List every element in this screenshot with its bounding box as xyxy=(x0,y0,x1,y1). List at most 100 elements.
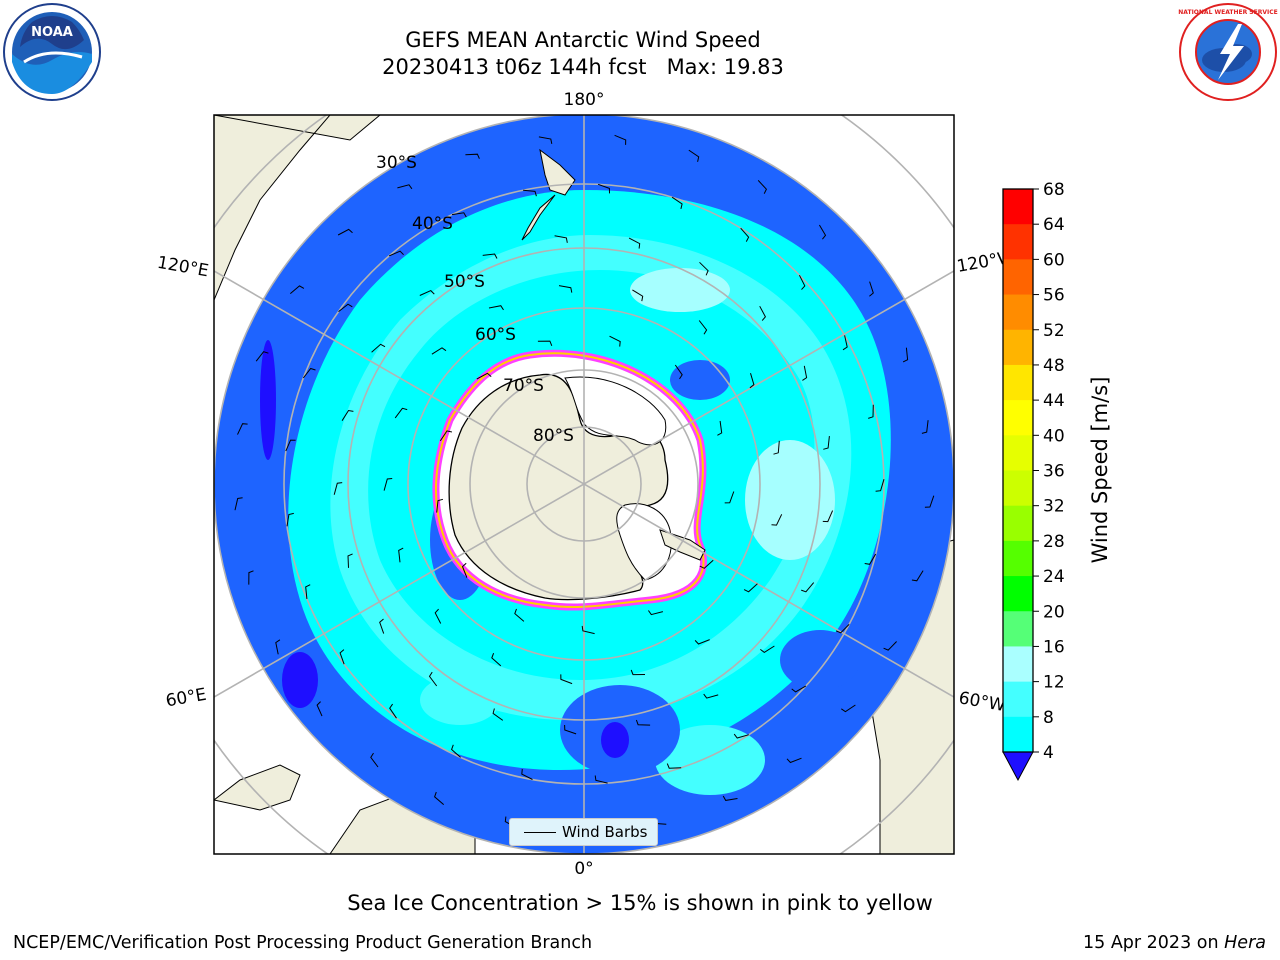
colorbar-cell xyxy=(1003,294,1033,331)
lon-label-180: 180° xyxy=(564,90,605,110)
colorbar-tick-label: 60 xyxy=(1043,250,1065,270)
wind-barb xyxy=(428,671,438,687)
wind-barb xyxy=(285,439,296,452)
wind-barb xyxy=(694,639,710,645)
wind-barb xyxy=(275,639,281,655)
wind-barb xyxy=(389,703,397,719)
wind-barb xyxy=(699,559,714,569)
map-legend: Wind Barbs xyxy=(509,818,658,846)
wind-barb xyxy=(379,618,385,634)
wind-barb xyxy=(883,641,897,651)
wind-barb xyxy=(248,570,254,585)
nws-logo: NATIONAL WEATHER SERVICE xyxy=(1178,2,1278,102)
colorbar-cell xyxy=(1003,259,1033,296)
wind-barb xyxy=(581,625,595,635)
sea-ice-caption: Sea Ice Concentration > 15% is shown in … xyxy=(347,891,933,915)
wind-barb xyxy=(717,420,723,436)
wind-barb xyxy=(822,510,834,523)
lon-label-0: 0° xyxy=(574,859,593,879)
wind-barb xyxy=(771,514,783,526)
chart-title-line2: 20230413 t06z 144h fcst Max: 19.83 xyxy=(382,55,784,79)
lat-label-30s: 30°S xyxy=(376,153,417,173)
wind-barb xyxy=(724,491,735,504)
svg-text:NATIONAL WEATHER SERVICE: NATIONAL WEATHER SERVICE xyxy=(1178,9,1277,16)
colorbar-tick-label: 28 xyxy=(1043,532,1065,552)
chart-title-line1: GEFS MEAN Antarctic Wind Speed xyxy=(405,28,761,52)
wind-barb-legend-line xyxy=(524,832,556,834)
wind-barb xyxy=(921,420,929,434)
wind-barb xyxy=(434,608,442,624)
wind-barb xyxy=(394,407,408,419)
wind-barb xyxy=(864,553,877,565)
wind-barb xyxy=(757,180,768,194)
wind-barb xyxy=(538,136,553,144)
wind-barb xyxy=(370,752,379,768)
wind-barb xyxy=(333,482,343,495)
wind-barb xyxy=(786,757,802,764)
wind-barb xyxy=(286,512,294,527)
wind-barb xyxy=(842,335,848,351)
colorbar-cell xyxy=(1003,540,1033,577)
colorbar-cell xyxy=(1003,470,1033,507)
wind-barb xyxy=(347,553,353,568)
wind-barb xyxy=(743,583,758,593)
wind-barb xyxy=(630,669,646,676)
wind-barb xyxy=(465,153,480,159)
wind-barb xyxy=(875,479,885,492)
wind-barb xyxy=(476,372,492,380)
wind-barb xyxy=(671,196,683,210)
wind-barb xyxy=(436,498,444,513)
wind-barb xyxy=(674,364,683,380)
wind-barb xyxy=(869,281,874,297)
wind-barb xyxy=(339,649,345,665)
wind-barb xyxy=(338,303,353,312)
wind-barb xyxy=(488,305,504,311)
wind-barb xyxy=(289,285,305,294)
australia-land xyxy=(214,115,381,301)
wind-barb xyxy=(740,227,750,242)
wind-barb xyxy=(911,570,924,582)
colorbar-tick-label: 8 xyxy=(1043,708,1054,728)
colorbar-cell xyxy=(1003,329,1033,366)
wind-barb xyxy=(316,701,323,717)
colorbar-cell xyxy=(1003,646,1033,683)
wind-barb xyxy=(749,373,755,389)
wind-barb xyxy=(554,235,568,243)
wind-barb xyxy=(398,547,404,563)
wind-barb xyxy=(337,228,353,236)
colorbar-tick-label: 68 xyxy=(1043,180,1065,200)
colorbar-cell xyxy=(1003,189,1033,225)
wind-barb xyxy=(698,320,708,335)
wind-barb xyxy=(924,495,935,508)
wind-barb xyxy=(823,436,830,450)
footer-date: 15 Apr 2023 on xyxy=(1083,933,1225,953)
wind-barb xyxy=(305,584,311,599)
lat-label-80s: 80°S xyxy=(533,426,574,446)
svg-text:NOAA: NOAA xyxy=(31,25,73,40)
wind-barb xyxy=(234,497,243,511)
wind-barb xyxy=(482,253,498,259)
wind-barb xyxy=(388,250,404,257)
colorbar-tick-label: 48 xyxy=(1043,356,1065,376)
wind-barb xyxy=(439,430,453,442)
new-zealand-land xyxy=(521,148,576,241)
footer-right: 15 Apr 2023 on Hera xyxy=(1083,933,1266,953)
colorbar-cell xyxy=(1003,435,1033,471)
wind-barb xyxy=(302,367,316,379)
wind-barb xyxy=(341,409,354,421)
colorbar-tick-label: 16 xyxy=(1043,637,1065,657)
colorbar-cell xyxy=(1003,681,1033,718)
colorbar-tick-label: 44 xyxy=(1043,391,1065,411)
wind-barb xyxy=(523,189,537,197)
wind-barb xyxy=(801,582,815,593)
colorbar-cell xyxy=(1003,400,1033,436)
lat-label-50s: 50°S xyxy=(444,272,485,292)
wind-barb xyxy=(371,343,386,353)
wind-barb xyxy=(835,623,850,634)
wind-barb xyxy=(431,347,447,355)
colorbar-cell xyxy=(1003,576,1033,612)
wind-barb xyxy=(791,685,807,693)
lat-label-40s: 40°S xyxy=(412,214,453,234)
